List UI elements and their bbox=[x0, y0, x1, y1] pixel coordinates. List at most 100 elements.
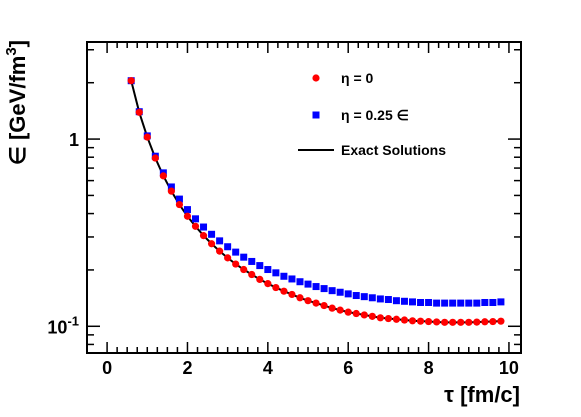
x-tick-label: 6 bbox=[343, 358, 353, 378]
eta-0-point bbox=[232, 260, 240, 268]
eta-025-point bbox=[368, 294, 376, 302]
eta-0-point bbox=[384, 314, 392, 323]
eta-0-point bbox=[392, 315, 401, 323]
eta-0-point bbox=[296, 294, 304, 302]
legend-label: η = 0 bbox=[341, 70, 374, 86]
legend-label: Exact Solutions bbox=[341, 142, 446, 158]
eta-0-point bbox=[248, 270, 256, 279]
eta-025-point bbox=[248, 257, 256, 265]
eta-025-point bbox=[489, 298, 497, 306]
eta-025-point bbox=[320, 285, 328, 293]
eta-0-point bbox=[199, 232, 208, 240]
x-tick-label: 4 bbox=[263, 358, 273, 378]
eta-025-point bbox=[264, 266, 272, 274]
eta-0-point bbox=[424, 317, 433, 326]
eta-025-point bbox=[288, 275, 296, 283]
eta-025-point bbox=[240, 253, 248, 261]
eta-025-point bbox=[441, 299, 449, 307]
eta-025-point bbox=[175, 195, 183, 203]
eta-025-point bbox=[192, 215, 199, 223]
eta-025-point bbox=[272, 269, 280, 277]
eta-0-point bbox=[336, 306, 344, 314]
eta-0-point bbox=[256, 275, 264, 284]
data-points bbox=[127, 77, 505, 326]
eta-0-point bbox=[272, 283, 280, 292]
eta-0-point bbox=[304, 297, 312, 305]
eta-0-point bbox=[280, 287, 288, 295]
eta-0-point bbox=[151, 154, 159, 162]
eta-0-point bbox=[240, 265, 248, 274]
eta-025-point bbox=[465, 299, 473, 307]
eta-0-point bbox=[183, 212, 192, 220]
eta-0-point bbox=[312, 299, 320, 307]
eta-025-point bbox=[473, 299, 481, 307]
eta-0-point bbox=[135, 108, 143, 116]
eta-025-point bbox=[392, 297, 400, 305]
eta-0-point bbox=[400, 316, 409, 324]
eta-0-point bbox=[344, 308, 352, 316]
eta-025-point bbox=[336, 288, 344, 296]
eta-025-point bbox=[183, 206, 191, 214]
tick-labels: 0 2 4 6 8 10 1 10-1 bbox=[47, 130, 519, 378]
eta-0-point bbox=[457, 318, 465, 326]
eta-025-point bbox=[312, 283, 320, 291]
eta-025-point bbox=[360, 293, 368, 301]
plot-frame bbox=[86, 41, 522, 354]
eta-0-point bbox=[489, 317, 497, 326]
eta-0-point bbox=[449, 318, 457, 326]
eta-025-point bbox=[344, 290, 352, 298]
eta-025-point bbox=[376, 295, 384, 303]
eta-025-point bbox=[497, 298, 505, 306]
eta-0-point bbox=[497, 317, 505, 325]
legend-marker-eta-025 bbox=[312, 111, 320, 119]
eta-025-point bbox=[167, 183, 175, 191]
eta-025-point bbox=[384, 296, 392, 304]
eta-0-point bbox=[360, 311, 368, 319]
eta-025-point bbox=[425, 298, 433, 306]
legend-marker-eta-0 bbox=[312, 74, 320, 82]
eta-0-point bbox=[481, 318, 489, 326]
y-tick-label: 1 bbox=[69, 130, 79, 150]
eta-025-point bbox=[352, 292, 360, 300]
x-tick-label: 2 bbox=[182, 358, 192, 378]
eta-025-point bbox=[400, 297, 408, 305]
eta-025-point bbox=[280, 272, 288, 280]
eta-0-point bbox=[473, 318, 481, 326]
eta-025-point bbox=[200, 223, 208, 231]
x-axis-label: τ [fm/c] bbox=[444, 382, 520, 407]
eta-0-point bbox=[328, 304, 336, 312]
eta-0-point bbox=[207, 240, 216, 248]
x-tick-label: 10 bbox=[499, 358, 519, 378]
axis-ticks bbox=[87, 42, 521, 353]
eta-025-point bbox=[232, 248, 240, 256]
x-tick-label: 0 bbox=[102, 358, 112, 378]
eta-025-point bbox=[304, 280, 312, 288]
eta-025-point bbox=[433, 299, 441, 307]
eta-0-point bbox=[191, 222, 200, 230]
eta-0-point bbox=[368, 312, 376, 320]
eta-0-point bbox=[465, 318, 473, 326]
eta-0-point bbox=[376, 314, 384, 322]
eta-025-point bbox=[296, 278, 304, 286]
eta-025-point bbox=[256, 262, 264, 270]
eta-025-point bbox=[417, 298, 425, 306]
eta-0-point bbox=[416, 317, 425, 325]
eta-0-point bbox=[320, 301, 328, 310]
eta-0-point bbox=[159, 172, 167, 180]
y-tick-label: 10-1 bbox=[47, 313, 79, 337]
eta-025-point bbox=[449, 299, 457, 307]
eta-0-point bbox=[143, 133, 151, 141]
eta-0-point bbox=[441, 318, 449, 326]
eta-0-point bbox=[433, 318, 441, 326]
eta-0-point bbox=[175, 200, 184, 209]
eta-0-point bbox=[224, 254, 232, 262]
eta-025-point bbox=[224, 243, 232, 251]
eta-025-point bbox=[409, 298, 416, 306]
eta-0-point bbox=[408, 317, 417, 325]
legend-label: η = 0.25 ∈ bbox=[341, 107, 409, 123]
eta-0-point bbox=[352, 309, 360, 318]
eta-025-point bbox=[328, 287, 336, 295]
eta-0-point bbox=[127, 77, 135, 85]
legend: η = 0 η = 0.25 ∈ Exact Solutions bbox=[298, 70, 446, 158]
